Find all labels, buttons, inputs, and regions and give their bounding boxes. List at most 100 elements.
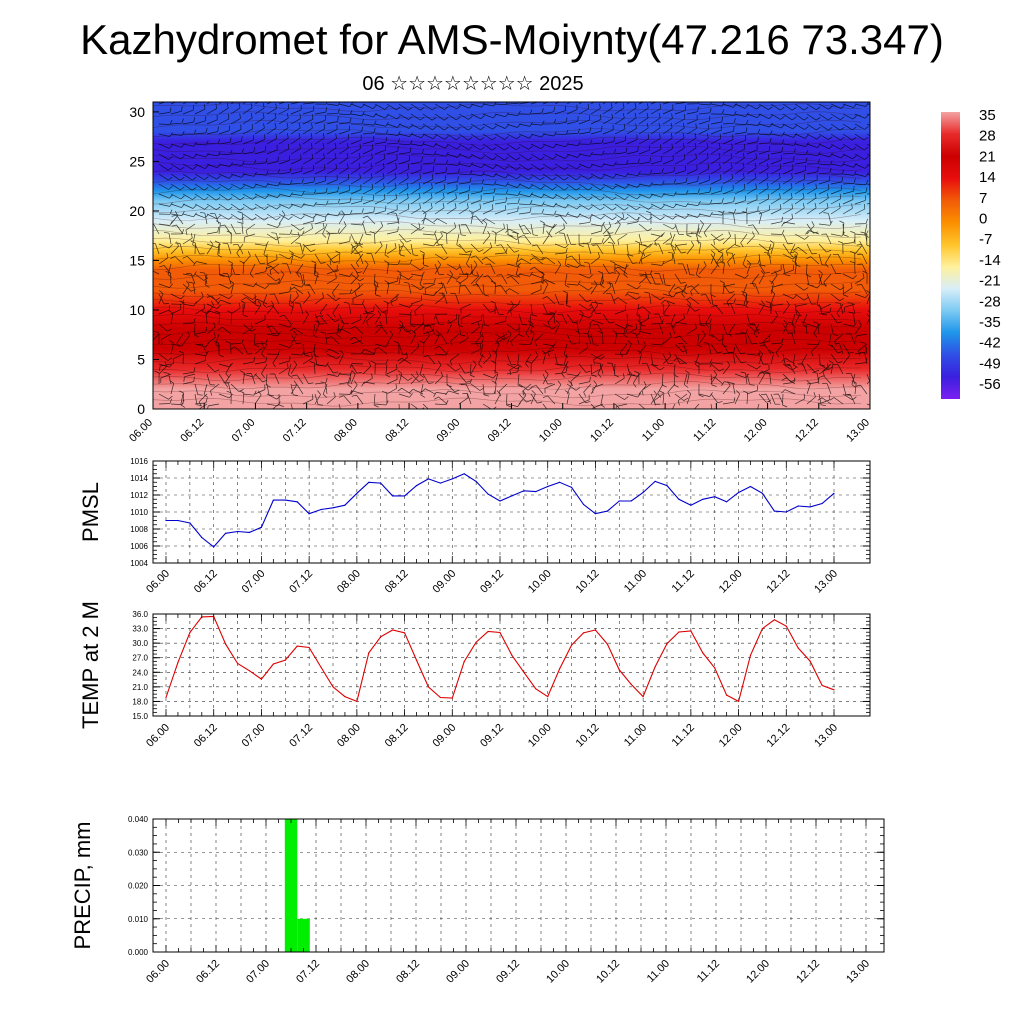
data-point bbox=[260, 678, 262, 680]
data-point bbox=[189, 631, 191, 634]
data-point bbox=[427, 686, 429, 688]
temp-panel: 15.0 18.0 21.0 24.0 27.0 30.0 33.0 36.0 06.00 06.… bbox=[78, 601, 871, 750]
data-point bbox=[535, 688, 537, 690]
y-tick-label: 1012 bbox=[130, 491, 148, 500]
data-point bbox=[785, 511, 787, 513]
x-tick-label: 09.00 bbox=[430, 722, 458, 750]
x-tick-label: 07.00 bbox=[240, 568, 268, 596]
data-point bbox=[618, 669, 620, 671]
data-point bbox=[547, 696, 549, 698]
x-tick-label: 08.00 bbox=[335, 722, 363, 750]
isotherm-line bbox=[153, 221, 862, 230]
y-tick-label: 0.010 bbox=[128, 915, 149, 924]
data-point bbox=[511, 495, 513, 497]
colorbar-label: -56 bbox=[979, 376, 1001, 393]
data-point bbox=[392, 495, 394, 497]
colorbar-gradient bbox=[941, 112, 960, 399]
y-tick-label: 30.0 bbox=[132, 639, 148, 648]
data-point bbox=[451, 478, 453, 480]
data-point bbox=[690, 630, 692, 632]
colorbar-label: 21 bbox=[979, 148, 996, 165]
data-point bbox=[165, 519, 167, 522]
data-point bbox=[213, 546, 215, 548]
x-tick-label: 08.00 bbox=[335, 568, 363, 596]
isotherm-line bbox=[153, 103, 862, 112]
data-point bbox=[523, 671, 525, 673]
x-tick-label: 12.00 bbox=[744, 958, 772, 986]
data-point bbox=[666, 643, 668, 645]
colorbar-label: 28 bbox=[979, 128, 996, 145]
data-point bbox=[165, 696, 167, 699]
x-tick-label: 13.00 bbox=[812, 722, 840, 750]
y-tick-label: 25 bbox=[129, 153, 145, 169]
data-point bbox=[296, 645, 298, 647]
data-point bbox=[272, 499, 274, 501]
data-point bbox=[356, 700, 358, 703]
data-point bbox=[821, 684, 823, 687]
data-point bbox=[380, 482, 382, 484]
x-tick-label: 12.12 bbox=[764, 722, 792, 750]
data-point bbox=[439, 482, 441, 484]
x-tick-label: 09.00 bbox=[444, 958, 472, 986]
isotherm-line bbox=[153, 195, 862, 205]
data-point bbox=[487, 493, 489, 495]
y-tick-label: 20 bbox=[129, 203, 145, 219]
x-tick-label: 11.12 bbox=[691, 417, 718, 444]
data-point bbox=[380, 636, 382, 638]
y-axis-title: PRECIP, mm bbox=[70, 822, 95, 950]
data-point bbox=[487, 630, 489, 633]
x-tick-label: 06.12 bbox=[192, 722, 220, 750]
x-tick-label: 11.12 bbox=[670, 568, 697, 595]
x-tick-label: 07.00 bbox=[240, 722, 268, 750]
data-point bbox=[392, 629, 394, 631]
y-tick-label: 15 bbox=[129, 252, 145, 268]
y-tick-label: 30 bbox=[129, 104, 145, 120]
y-tick-label: 27.0 bbox=[132, 654, 148, 663]
x-tick-label: 13.00 bbox=[844, 417, 872, 445]
wind-barb-set bbox=[153, 102, 870, 409]
data-point bbox=[177, 662, 179, 664]
x-tick-label: 10.00 bbox=[526, 568, 554, 596]
data-point bbox=[797, 505, 799, 507]
y-tick-label: 0.000 bbox=[128, 948, 149, 957]
wind-barbs bbox=[153, 102, 870, 409]
data-point bbox=[499, 631, 501, 634]
colorbar: 35 28 21 14 7 0 -7 -14 -21 -28 -35 -42 -49 -56 bbox=[941, 107, 1001, 399]
data-point bbox=[606, 643, 609, 645]
colorbar-label: -49 bbox=[979, 355, 1001, 372]
data-point bbox=[439, 696, 441, 699]
colorbar-label: -28 bbox=[979, 293, 1001, 310]
data-point bbox=[726, 501, 728, 503]
data-point bbox=[594, 629, 597, 631]
isotherm-line bbox=[153, 355, 862, 365]
data-point bbox=[702, 652, 704, 654]
data-point bbox=[451, 697, 453, 699]
data-point bbox=[368, 481, 370, 483]
isotherm-line bbox=[153, 380, 862, 390]
data-point bbox=[320, 666, 322, 669]
colorbar-label: -35 bbox=[979, 314, 1001, 331]
x-tick-label: 12.00 bbox=[717, 722, 745, 750]
isotherm-line bbox=[153, 111, 862, 121]
x-tick-label: 13.00 bbox=[812, 568, 840, 596]
data-point bbox=[427, 478, 429, 480]
x-tick-label: 12.12 bbox=[793, 417, 821, 445]
x-tick-label: 06.00 bbox=[144, 568, 172, 596]
data-point bbox=[666, 485, 668, 487]
x-tick-label: 10.00 bbox=[526, 722, 554, 750]
y-tick-label: 0.030 bbox=[128, 848, 149, 857]
isotherm-line bbox=[153, 397, 862, 407]
data-point bbox=[594, 513, 597, 515]
cross-section-y-axis: 0 5 10 15 20 25 30 bbox=[129, 104, 159, 417]
y-tick-label: 15.0 bbox=[132, 712, 148, 721]
data-point bbox=[833, 689, 835, 691]
x-tick-label: 13.00 bbox=[844, 958, 872, 986]
isotherm-line bbox=[153, 254, 862, 264]
y-axis-title: PMSL bbox=[78, 482, 103, 542]
x-tick-label: 07.00 bbox=[244, 958, 272, 986]
data-point bbox=[630, 500, 632, 502]
data-point bbox=[690, 504, 692, 506]
x-tick-label: 08.00 bbox=[332, 417, 360, 445]
grid bbox=[153, 460, 870, 564]
